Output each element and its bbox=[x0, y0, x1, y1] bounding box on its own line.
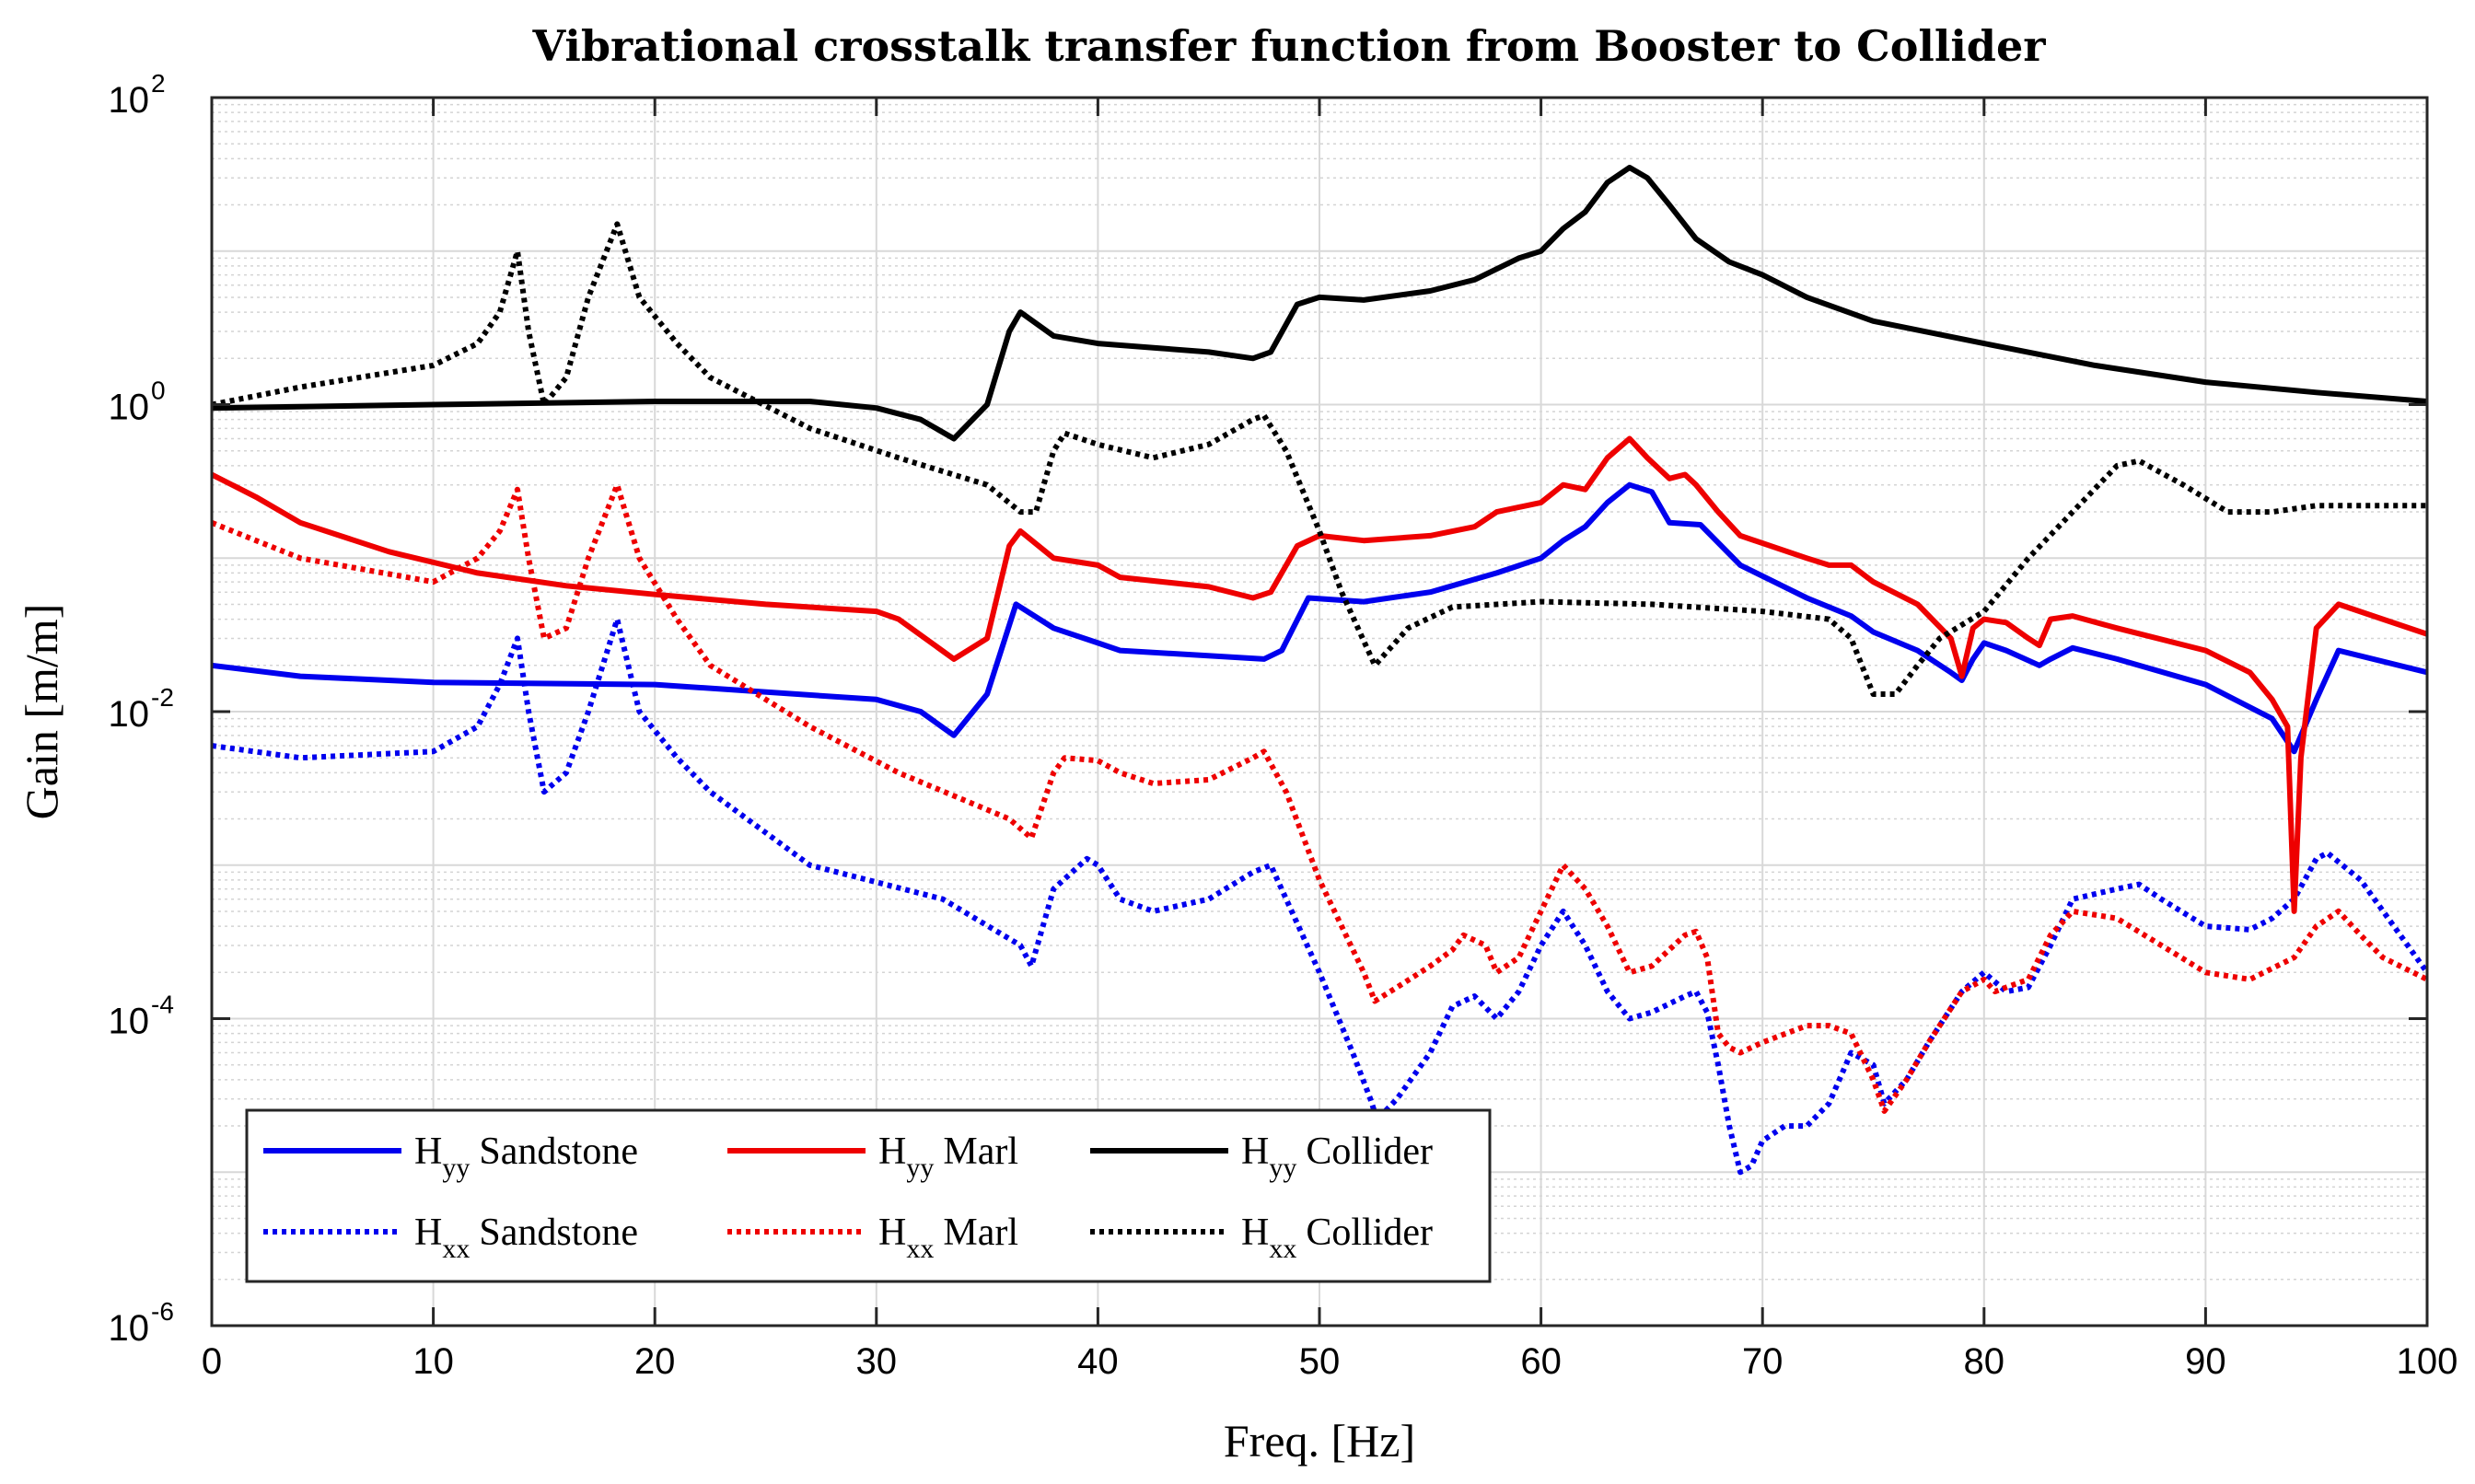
x-tick-label: 100 bbox=[2397, 1341, 2458, 1382]
x-tick-label: 60 bbox=[1520, 1341, 1562, 1382]
x-axis-label: Freq. [Hz] bbox=[1224, 1415, 1415, 1467]
legend-label: Hxx Sandstone bbox=[414, 1212, 638, 1264]
x-tick-label: 20 bbox=[634, 1341, 676, 1382]
series-line-hxx-sandstone bbox=[212, 616, 2427, 1176]
legend: Hyy Sandstone Hxx Sandstone Hyy Marl Hxx Marl Hy… bbox=[245, 1108, 1492, 1283]
x-tick-label: 0 bbox=[202, 1341, 222, 1382]
legend-box bbox=[245, 1108, 1492, 1283]
y-tick-label: 10 bbox=[109, 388, 150, 428]
y-tick-exponent: -4 bbox=[151, 991, 174, 1019]
series-line-hyy-sandstone bbox=[212, 481, 2427, 755]
y-tick-label: 10 bbox=[109, 80, 150, 121]
x-tick-label: 50 bbox=[1299, 1341, 1341, 1382]
series-line-hyy-collider bbox=[212, 165, 2427, 442]
series-line-hxx-marl bbox=[212, 481, 2427, 1114]
y-tick-exponent: 2 bbox=[151, 69, 166, 98]
x-tick-label: 40 bbox=[1077, 1341, 1119, 1382]
x-tick-label: 80 bbox=[1964, 1341, 2005, 1382]
legend-label: Hyy Sandstone bbox=[414, 1130, 638, 1183]
legend-label: Hyy Collider bbox=[1241, 1130, 1433, 1183]
chart-title: Vibrational crosstalk transfer function … bbox=[532, 21, 2047, 71]
series-layer bbox=[212, 165, 2427, 1176]
y-axis-label: Gain [m/m] bbox=[16, 604, 67, 820]
y-tick-exponent: 0 bbox=[151, 377, 166, 405]
legend-label: Hxx Marl bbox=[878, 1212, 1018, 1264]
grid bbox=[211, 97, 2428, 1327]
legend-label: Hyy Marl bbox=[878, 1130, 1018, 1183]
legend-label: Hxx Collider bbox=[1241, 1212, 1433, 1264]
x-tick-label: 90 bbox=[2185, 1341, 2226, 1382]
y-tick-label: 10 bbox=[109, 1308, 150, 1349]
x-tick-label: 30 bbox=[856, 1341, 898, 1382]
y-tick-exponent: -2 bbox=[151, 683, 174, 712]
y-tick-label: 10 bbox=[109, 1002, 150, 1042]
x-tick-label: 70 bbox=[1742, 1341, 1784, 1382]
y-tick-label: 10 bbox=[109, 694, 150, 735]
x-tick-label: 10 bbox=[412, 1341, 454, 1382]
series-line-hyy-marl bbox=[212, 435, 2427, 914]
y-tick-exponent: -6 bbox=[151, 1297, 174, 1326]
